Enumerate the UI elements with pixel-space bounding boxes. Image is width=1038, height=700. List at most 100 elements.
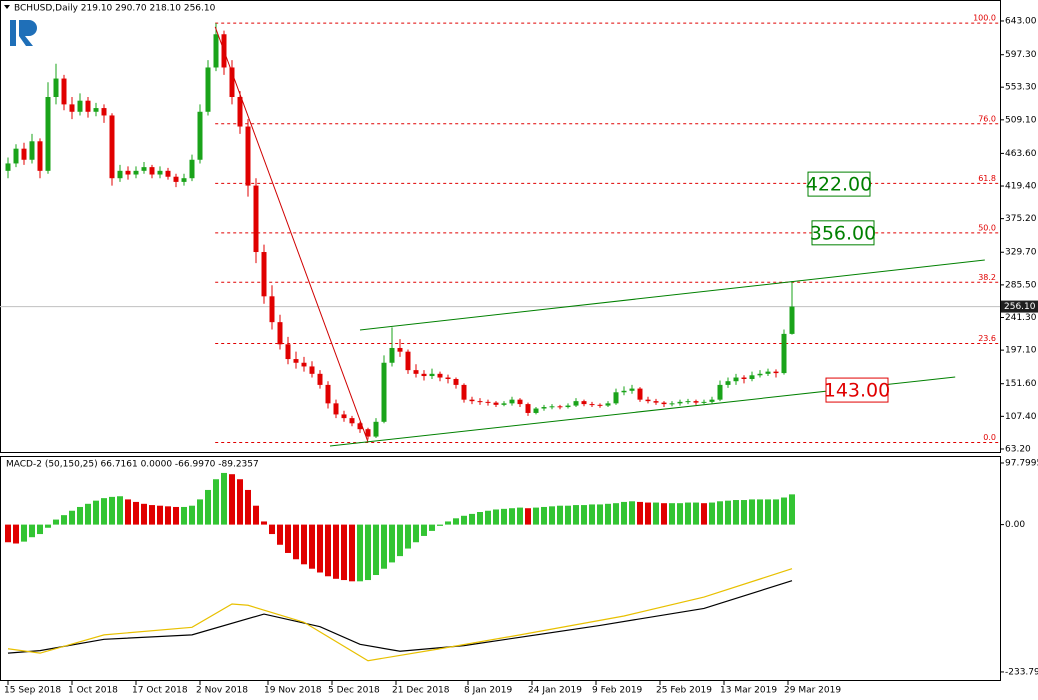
title-arrow (4, 5, 10, 9)
trend-line (214, 26, 369, 443)
macd-bar (237, 479, 243, 525)
macd-bar (77, 506, 83, 525)
macd-bar (269, 524, 275, 535)
macd-bar (213, 479, 219, 525)
macd-bar (133, 501, 139, 525)
y-tick-label: 151.60 (1005, 379, 1037, 389)
macd-bar (661, 503, 667, 525)
fib-label: 61.8 (978, 174, 996, 183)
macd-bar (429, 524, 435, 531)
candle-body (533, 408, 539, 413)
macd-bar (493, 509, 499, 525)
macd-bar (181, 506, 187, 525)
macd-bar (21, 524, 27, 542)
candle-body (573, 401, 579, 406)
candle-body (645, 399, 651, 402)
macd-bar (573, 505, 579, 525)
macd-bar (109, 496, 115, 525)
macd-bar (733, 500, 739, 525)
logo-bar (10, 20, 16, 46)
trend-line (359, 259, 985, 331)
macd-bar (93, 500, 99, 525)
candle-body (549, 406, 555, 408)
y-tick-label: 107.40 (1005, 412, 1037, 422)
candle-body (357, 423, 363, 430)
candle-body (389, 347, 395, 363)
candle-body (325, 384, 331, 404)
candle-body (525, 404, 531, 413)
y-tick-label: 285.50 (1005, 280, 1037, 290)
logo (10, 20, 37, 46)
macd-bar (557, 505, 563, 525)
candle-body (157, 170, 163, 175)
candle-body (725, 381, 731, 385)
price-box-label: 422.00 (806, 174, 872, 196)
x-tick-label: 19 Nov 2018 (264, 686, 322, 696)
candle-body (285, 344, 291, 360)
candle-body (237, 97, 243, 127)
candle-body (189, 159, 195, 179)
candle-body (405, 351, 411, 371)
x-tick-label: 24 Jan 2019 (528, 686, 582, 696)
macd-bar (229, 474, 235, 525)
macd-bar (757, 499, 763, 525)
macd-bar (85, 503, 91, 525)
macd-bar (677, 503, 683, 525)
price-box (825, 377, 889, 403)
macd-bar (789, 494, 795, 525)
candle-body (45, 97, 51, 171)
macd-bar (781, 497, 787, 525)
candle-body (253, 185, 259, 253)
macd-bar (317, 524, 323, 573)
candle-body (261, 252, 267, 297)
macd-line (7, 580, 793, 654)
macd-bar (485, 510, 491, 525)
candle-body (133, 170, 139, 175)
y-tick-label: 375.20 (1005, 214, 1037, 224)
x-tick-label: 1 Oct 2018 (68, 686, 118, 696)
x-tick-label: 17 Oct 2018 (132, 686, 188, 696)
macd-bar (397, 524, 403, 557)
macd-bar (205, 489, 211, 525)
y-tick-label: -233.799 (1005, 667, 1038, 677)
x-tick-label: 15 Sep 2018 (4, 686, 61, 696)
candle-body (277, 322, 283, 345)
candle-body (541, 407, 547, 409)
x-tick-label: 25 Feb 2019 (656, 686, 712, 696)
candle-body (21, 148, 27, 160)
macd-bar (173, 506, 179, 525)
candle-body (589, 404, 595, 406)
macd-bar (525, 508, 531, 525)
candle-body (597, 404, 603, 406)
candle-body (741, 377, 747, 379)
y-tick-label: 197.10 (1005, 346, 1037, 356)
y-tick-label: 63.20 (1005, 444, 1031, 454)
candle-body (197, 111, 203, 160)
macd-line (7, 568, 793, 662)
candle-body (733, 377, 739, 382)
candle-body (85, 100, 91, 112)
fib-label: 38.2 (978, 273, 996, 282)
candle-body (437, 373, 443, 378)
macd-bar (669, 503, 675, 525)
macd-bar (157, 505, 163, 525)
y-tick-label: 509.10 (1005, 115, 1037, 125)
candle-body (749, 375, 755, 379)
candle-body (205, 67, 211, 112)
candle-body (317, 373, 323, 385)
candle-body (453, 378, 459, 385)
macd-bar (293, 524, 299, 560)
x-tick-label: 2 Nov 2018 (196, 686, 248, 696)
x-tick-label: 5 Dec 2018 (328, 686, 380, 696)
macd-bar (325, 524, 331, 577)
macd-bar (61, 515, 67, 525)
macd-bar (253, 505, 259, 525)
macd-bar (37, 524, 43, 535)
y-tick-label: 419.40 (1005, 182, 1037, 192)
fib-label: 23.6 (978, 334, 996, 343)
macd-bar (717, 501, 723, 525)
candle-body (677, 401, 683, 404)
macd-bar (189, 505, 195, 525)
